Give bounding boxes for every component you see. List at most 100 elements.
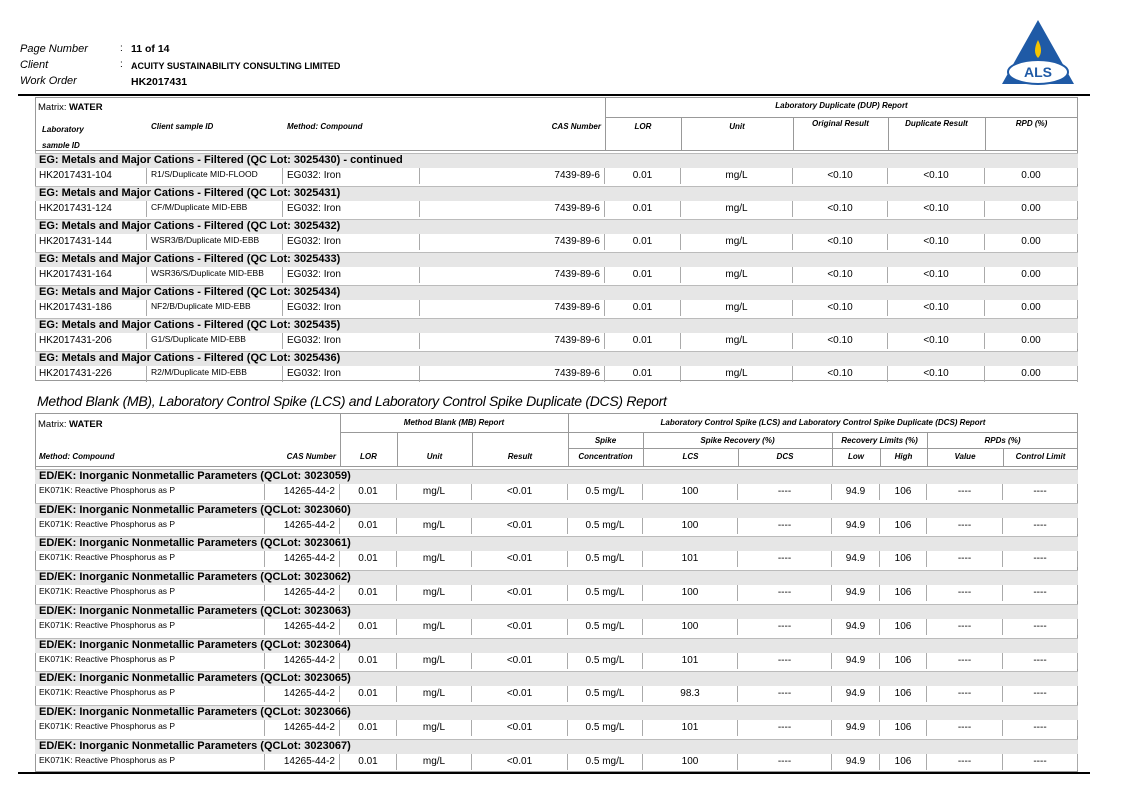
rule [35,97,36,381]
duplicate-cell: WSR3/B/Duplicate MID-EBB [147,234,283,250]
spike-cell: 94.9 [832,517,880,534]
duplicate-cell: 0.01 [605,201,681,217]
rule [568,413,569,466]
column-header: Client sample ID [151,122,214,131]
spike-cell: <0.01 [472,585,568,602]
group-title: EG: Metals and Major Cations - Filtered … [35,153,1078,168]
spike-cell: 101 [643,551,738,568]
spike-cell: 100 [643,585,738,602]
column-header: Original Result [812,119,869,128]
spike-cell: ---- [1003,652,1078,669]
rule [793,117,794,150]
spike-cell: <0.01 [472,517,568,534]
spike-cell: 94.9 [832,719,880,736]
spike-cell: ---- [927,585,1003,602]
duplicate-cell: <0.10 [888,234,985,250]
duplicate-cell: HK2017431-104 [35,168,147,184]
spike-cell: ---- [927,517,1003,534]
spike-cell: 0.01 [340,618,397,635]
rule [605,117,1078,118]
spike-cell: 106 [880,517,927,534]
duplicate-cell: mg/L [681,267,793,283]
group-title: EG: Metals and Major Cations - Filtered … [35,318,1078,333]
spike-cell: EK071K: Reactive Phosphorus as P [35,652,265,669]
label: Client [20,59,49,71]
duplicate-cell: WSR36/S/Duplicate MID-EBB [147,267,283,283]
spike-cell: mg/L [397,753,472,770]
spike-cell: <0.01 [472,686,568,703]
rule [397,432,398,466]
spike-cell: ---- [927,753,1003,770]
duplicate-cell: <0.10 [888,333,985,349]
column-header: Method: Compound [39,452,115,461]
spike-cell: 106 [880,753,927,770]
spike-cell: 14265-44-2 [265,585,340,602]
spike-cell: ---- [927,551,1003,568]
rule [1003,448,1004,466]
spike-cell: EK071K: Reactive Phosphorus as P [35,719,265,736]
matrix-label: Matrix: [38,420,67,430]
spike-cell: ---- [1003,551,1078,568]
column-header: LOR [634,122,652,131]
rule [605,117,606,150]
logo: ALS [1002,20,1074,85]
spike-cell: 106 [880,652,927,669]
duplicate-cell: 7439-89-6 [420,366,605,382]
spike-cell: 14265-44-2 [265,551,340,568]
column-header: Unit [426,452,443,461]
duplicate-cell: EG032: Iron [283,333,420,349]
spike-cell: ---- [738,719,832,736]
rule [888,117,889,150]
duplicate-cell: 0.00 [985,366,1078,382]
duplicate-cell: 0.01 [605,168,681,184]
duplicate-cell: 0.00 [985,168,1078,184]
spike-cell: 101 [643,719,738,736]
group-title: ED/EK: Inorganic Nonmetallic Parameters … [35,570,1078,586]
spike-cell: mg/L [397,484,472,500]
duplicate-cell: 0.00 [985,300,1078,316]
separator: : [120,59,123,70]
duplicate-cell: 0.00 [985,267,1078,283]
report-title: Laboratory Duplicate (DUP) Report [775,101,908,110]
duplicate-cell: R2/M/Duplicate MID-EBB [147,366,283,382]
duplicate-cell: <0.10 [888,201,985,217]
rule [35,413,1078,414]
duplicate-cell: 7439-89-6 [420,300,605,316]
spike-cell: 14265-44-2 [265,753,340,770]
spike-cell: 14265-44-2 [265,618,340,635]
duplicate-cell: HK2017431-144 [35,234,147,250]
spike-cell: 0.01 [340,686,397,703]
duplicate-cell: R1/S/Duplicate MID-FLOOD [147,168,283,184]
rule [35,771,1078,772]
duplicate-cell: 0.00 [985,201,1078,217]
spike-cell: 0.01 [340,652,397,669]
duplicate-cell: 0.01 [605,234,681,250]
group-title: EG: Metals and Major Cations - Filtered … [35,351,1078,366]
duplicate-cell: <0.10 [888,267,985,283]
spike-cell: 0.01 [340,484,397,500]
spike-cell: ---- [1003,517,1078,534]
spike-cell: 106 [880,551,927,568]
matrix: WATER [69,103,103,113]
column-header: Duplicate Result [905,119,968,128]
section-title: Laboratory Control Spike (LCS) and Labor… [660,418,986,427]
spike-cell: <0.01 [472,652,568,669]
spike-cell: 100 [643,484,738,500]
spike-cell: EK071K: Reactive Phosphorus as P [35,551,265,568]
spike-cell: 0.01 [340,551,397,568]
group-title: EG: Metals and Major Cations - Filtered … [35,285,1078,300]
spike-cell: 0.5 mg/L [568,517,643,534]
spike-cell: ---- [1003,585,1078,602]
spike-cell: EK071K: Reactive Phosphorus as P [35,753,265,770]
spike-cell: 100 [643,753,738,770]
duplicate-cell: <0.10 [888,168,985,184]
duplicate-cell: EG032: Iron [283,267,420,283]
spike-cell: 106 [880,484,927,500]
spike-cell: mg/L [397,686,472,703]
duplicate-cell: 7439-89-6 [420,234,605,250]
spike-cell: mg/L [397,652,472,669]
group-title: ED/EK: Inorganic Nonmetallic Parameters … [35,536,1078,552]
value: ACUITY SUSTAINABILITY CONSULTING LIMITED [131,61,341,71]
spike-cell: 14265-44-2 [265,719,340,736]
rule [568,448,1078,449]
